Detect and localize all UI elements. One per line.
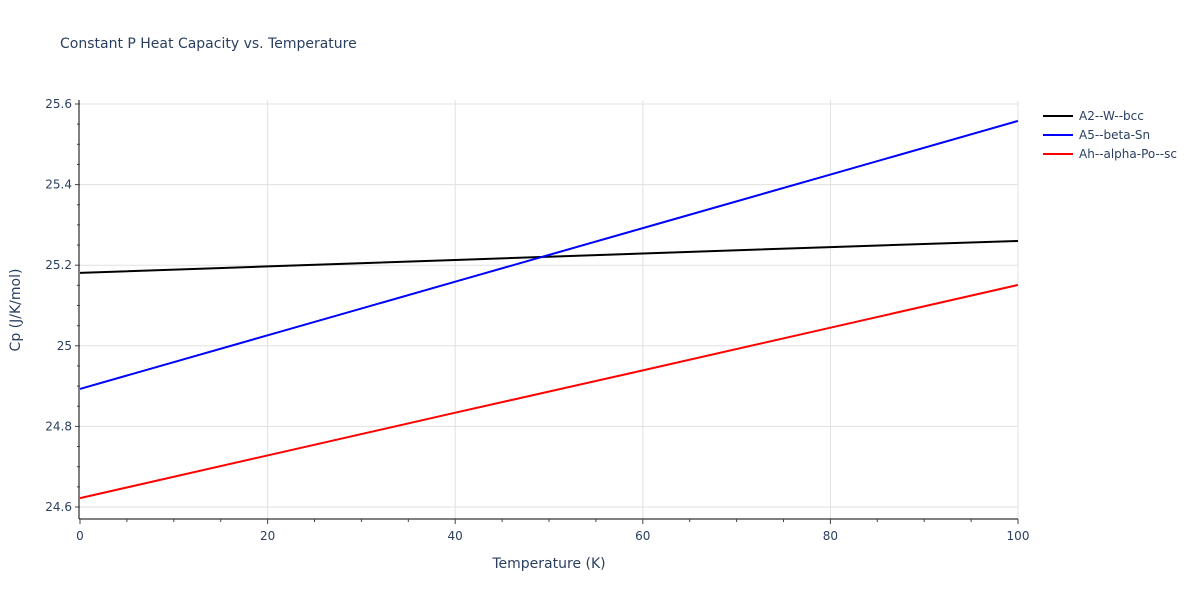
x-tick-label: 40 (448, 529, 463, 543)
series-line[interactable] (79, 240, 1019, 274)
legend-line-icon (1043, 133, 1073, 136)
legend-label: A2--W--bcc (1079, 108, 1144, 123)
y-tick-label: 25.6 (45, 97, 72, 111)
data-lines (79, 119, 1019, 500)
legend-label: A5--beta-Sn (1079, 127, 1151, 142)
axes (78, 100, 1018, 520)
gridlines (80, 100, 1019, 519)
x-axis-ticks: 0 20 40 60 80 100 (76, 519, 1029, 543)
y-tick-label: 25 (57, 339, 72, 353)
x-tick-label: 20 (260, 529, 275, 543)
x-axis-title: Temperature (K) (491, 556, 605, 572)
x-tick-label: 80 (823, 529, 838, 543)
legend-label: Ah--alpha-Po--sc (1079, 146, 1177, 161)
chart-title: Constant P Heat Capacity vs. Temperature (60, 36, 357, 52)
legend-item[interactable]: A2--W--bcc (1043, 106, 1177, 125)
legend: A2--W--bcc A5--beta-Sn Ah--alpha-Po--sc (1043, 106, 1177, 163)
legend-item[interactable]: A5--beta-Sn (1043, 125, 1177, 144)
y-tick-label: 24.6 (45, 500, 72, 514)
y-tick-label: 24.8 (45, 419, 72, 433)
legend-line-icon (1043, 152, 1073, 155)
y-tick-label: 25.4 (45, 178, 72, 192)
legend-line-icon (1043, 114, 1073, 117)
x-tick-label: 60 (635, 529, 650, 543)
series-line[interactable] (79, 283, 1019, 500)
y-axis-ticks: 24.6 24.8 25 25.2 25.4 25.6 (45, 97, 80, 514)
y-tick-label: 25.2 (45, 258, 72, 272)
series-line[interactable] (79, 119, 1019, 390)
legend-item[interactable]: Ah--alpha-Po--sc (1043, 144, 1177, 163)
x-tick-label: 100 (1007, 529, 1030, 543)
y-axis-title: Cp (J/K/mol) (8, 269, 24, 352)
x-tick-label: 0 (76, 529, 84, 543)
